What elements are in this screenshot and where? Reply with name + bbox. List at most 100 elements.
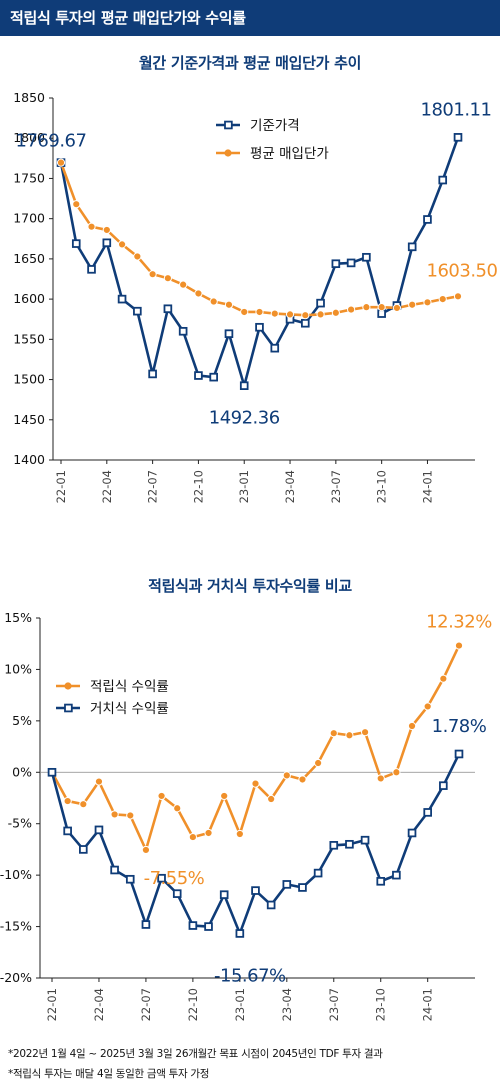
- data-point-square: [102, 238, 112, 248]
- data-point-square: [209, 372, 218, 382]
- data-point-circle: [102, 225, 111, 235]
- data-point-square: [313, 868, 323, 878]
- data-point-circle: [439, 674, 448, 683]
- data-point-circle: [362, 303, 371, 312]
- series-line-0: [50, 645, 461, 852]
- data-point-circle: [285, 310, 295, 319]
- data-point-circle: [301, 311, 310, 320]
- data-point-square: [110, 865, 119, 875]
- x-tick-label: 24-01: [420, 470, 434, 503]
- data-point-square: [346, 258, 356, 268]
- data-point-circle: [188, 832, 197, 842]
- legend-label: 기준가격: [250, 118, 300, 134]
- data-point-square: [219, 890, 229, 899]
- banner-title: 적립식 투자의 평균 매입단가와 수익률: [0, 0, 500, 36]
- x-tick-label: 22-01: [54, 470, 68, 503]
- data-point-circle: [56, 158, 66, 167]
- data-point-circle: [79, 800, 88, 809]
- data-point-circle: [407, 721, 417, 731]
- y-tick-label: 5%: [12, 713, 32, 728]
- data-point-circle: [117, 240, 127, 249]
- data-point-circle: [148, 270, 157, 279]
- data-point-circle: [133, 252, 142, 261]
- data-point-square: [251, 886, 260, 895]
- data-label: 12.32%: [426, 612, 492, 633]
- data-point-circle: [377, 303, 386, 312]
- y-tick-label: 1500: [13, 372, 45, 387]
- data-point-square: [454, 749, 464, 759]
- data-point-square: [235, 929, 245, 938]
- data-point-square: [63, 826, 72, 836]
- x-tick-label: 23-04: [283, 470, 297, 503]
- data-point-square: [194, 371, 203, 380]
- y-tick-label: -10%: [0, 867, 32, 882]
- y-tick-label: 15%: [4, 610, 32, 625]
- y-tick-label: 1650: [13, 251, 45, 266]
- data-point-square: [255, 322, 264, 332]
- x-tick-label: 23-10: [374, 988, 388, 1021]
- data-point-circle: [220, 791, 229, 801]
- data-point-square: [87, 265, 96, 274]
- y-tick-label: -15%: [0, 919, 32, 934]
- series-line-0: [59, 136, 460, 388]
- data-point-circle: [298, 775, 307, 784]
- legend-marker: [224, 149, 232, 157]
- data-point-circle: [438, 295, 447, 304]
- data-point-square: [438, 175, 448, 185]
- footnote-assumption: *적립식 투자는 매달 4일 동일한 금액 투자 가정: [8, 1068, 210, 1080]
- data-point-square: [270, 343, 280, 353]
- data-point-circle: [87, 222, 96, 231]
- data-point-square: [79, 845, 88, 854]
- data-point-circle: [251, 779, 260, 788]
- chart-title-price: 월간 기준가격과 평균 매입단가 추이: [138, 54, 362, 72]
- data-point-square: [282, 880, 292, 889]
- data-point-square: [331, 259, 341, 269]
- data-point-square: [204, 922, 213, 931]
- data-point-circle: [163, 274, 172, 283]
- data-point-square: [407, 828, 417, 838]
- y-tick-label: -5%: [8, 816, 32, 831]
- x-tick-label: 24-01: [421, 988, 435, 1021]
- data-point-square: [376, 877, 386, 886]
- data-point-circle: [408, 300, 417, 309]
- data-point-circle: [316, 310, 325, 319]
- y-tick-label: 1850: [13, 90, 45, 105]
- data-point-square: [316, 298, 325, 308]
- data-point-square: [423, 215, 432, 224]
- chart-title-return: 적립식과 거치식 투자수익률 비교: [148, 577, 352, 595]
- y-tick-label: 1450: [13, 412, 45, 427]
- legend-label: 적립식 수익률: [90, 679, 169, 695]
- y-tick-label: 1600: [13, 291, 45, 306]
- data-point-circle: [173, 804, 182, 813]
- x-tick-label: 22-01: [45, 988, 59, 1021]
- data-point-square: [362, 252, 371, 262]
- data-point-circle: [63, 796, 72, 806]
- data-point-square: [453, 133, 463, 142]
- data-point-circle: [314, 758, 323, 768]
- data-point-square: [224, 329, 234, 339]
- y-tick-label: 1550: [13, 331, 45, 346]
- data-point-square: [125, 874, 135, 884]
- y-tick-label: 1750: [13, 170, 45, 185]
- data-point-square: [178, 326, 188, 336]
- data-point-square: [188, 921, 198, 930]
- data-point-square: [239, 381, 249, 391]
- y-tick-label: 1400: [13, 452, 45, 467]
- data-point-circle: [345, 731, 354, 740]
- data-label: 1.78%: [432, 716, 487, 737]
- legend-marker: [64, 703, 73, 713]
- y-tick-label: 10%: [4, 661, 32, 676]
- x-tick-label: 23-01: [233, 988, 247, 1021]
- x-tick-label: 22-07: [146, 470, 160, 503]
- data-point-circle: [209, 297, 218, 306]
- data-point-square: [71, 239, 81, 248]
- data-point-square: [141, 920, 151, 929]
- data-point-square: [157, 873, 166, 883]
- data-point-circle: [194, 289, 203, 298]
- x-tick-label: 22-04: [100, 470, 114, 503]
- data-point-circle: [282, 771, 291, 780]
- data-point-circle: [240, 307, 249, 317]
- x-tick-label: 23-10: [375, 470, 389, 503]
- data-point-circle: [235, 829, 244, 839]
- data-point-circle: [453, 292, 463, 301]
